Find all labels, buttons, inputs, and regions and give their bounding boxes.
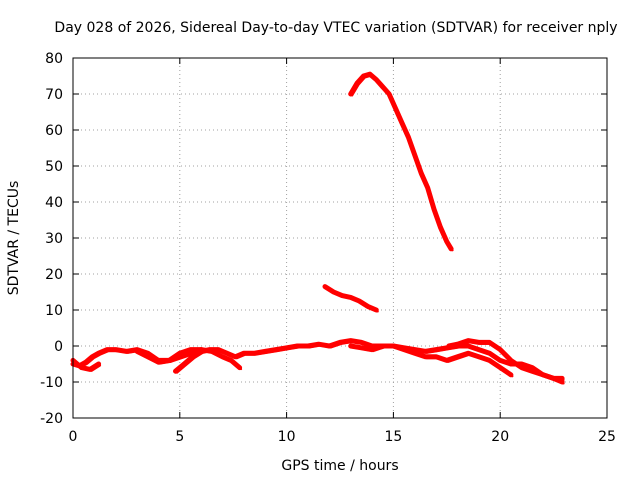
y-tick-label: 30 (45, 231, 63, 247)
chart-title: Day 028 of 2026, Sidereal Day-to-day VTE… (54, 20, 617, 36)
satellite-trace-8-thickness (325, 287, 379, 313)
y-tick-label: -20 (40, 411, 63, 427)
y-tick-label: 20 (45, 267, 63, 283)
y-tick-label: 60 (45, 123, 63, 139)
x-tick-label: 20 (491, 429, 509, 445)
grid-layer (73, 58, 607, 418)
satellite-trace-7-thickness (351, 74, 454, 252)
x-tick-label: 0 (69, 429, 78, 445)
x-tick-label: 10 (278, 429, 296, 445)
x-axis-label: GPS time / hours (281, 458, 398, 474)
y-tick-label: 80 (45, 51, 63, 67)
series-layer (70, 71, 565, 385)
y-tick-label: 10 (45, 303, 63, 319)
satellite-trace-1-thickness (73, 350, 243, 371)
tick-layer: 0 5 10 15 20 25 -20 -10 0 10 20 30 40 50 60 70 80 (40, 51, 616, 445)
y-tick-label: 0 (54, 339, 63, 355)
y-tick-label: 50 (45, 159, 63, 175)
x-tick-label: 15 (384, 429, 402, 445)
y-tick-label: 40 (45, 195, 63, 211)
satellite-trace-2-thickness (73, 360, 102, 372)
y-tick-label: 70 (45, 87, 63, 103)
satellite-trace-4-thickness (176, 341, 565, 381)
satellite-trace-5-thickness (351, 346, 514, 378)
y-axis-label: SDTVAR / TECUs (6, 181, 22, 296)
satellite-trace-6-thickness (449, 341, 565, 385)
y-tick-label: -10 (40, 375, 63, 391)
x-tick-label: 5 (175, 429, 184, 445)
x-tick-label: 25 (598, 429, 616, 445)
